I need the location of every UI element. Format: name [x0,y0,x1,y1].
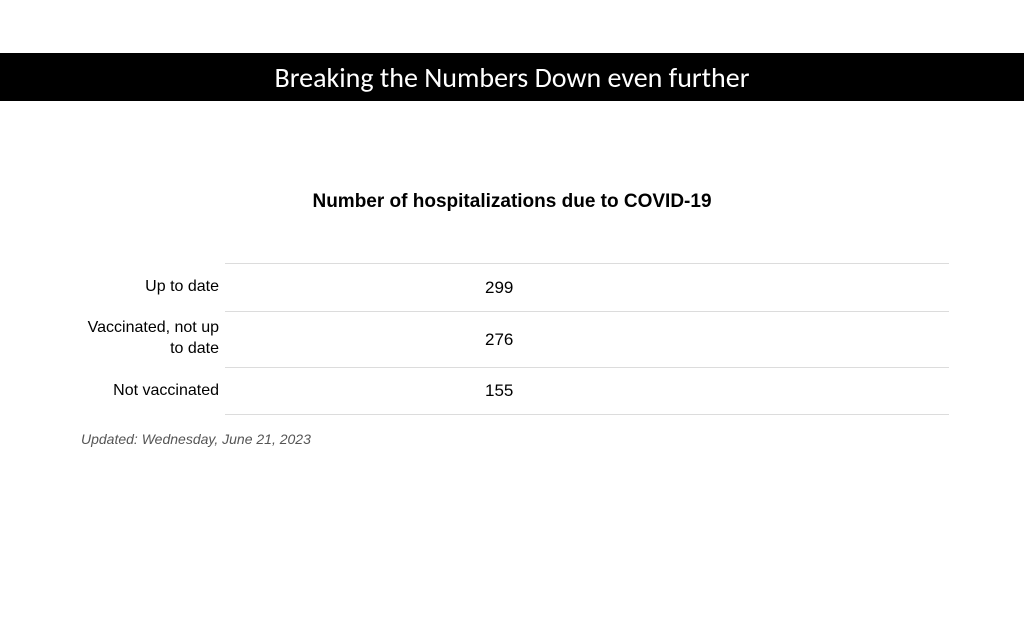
row-value: 276 [225,311,949,367]
table-row: Not vaccinated 155 [75,367,949,415]
data-table: Up to date 299 Vaccinated, not up to dat… [75,263,949,415]
row-value: 299 [225,263,949,311]
header-title: Breaking the Numbers Down even further [275,60,750,95]
content-area: Number of hospitalizations due to COVID-… [0,101,1024,447]
updated-footnote: Updated: Wednesday, June 21, 2023 [81,431,949,447]
row-value: 155 [225,367,949,415]
table-row: Vaccinated, not up to date 276 [75,311,949,367]
row-label: Up to date [75,263,225,311]
header-band: Breaking the Numbers Down even further [0,53,1024,101]
table-title: Number of hospitalizations due to COVID-… [75,191,949,213]
row-label: Vaccinated, not up to date [75,311,225,367]
row-label: Not vaccinated [75,367,225,415]
table-row: Up to date 299 [75,263,949,311]
